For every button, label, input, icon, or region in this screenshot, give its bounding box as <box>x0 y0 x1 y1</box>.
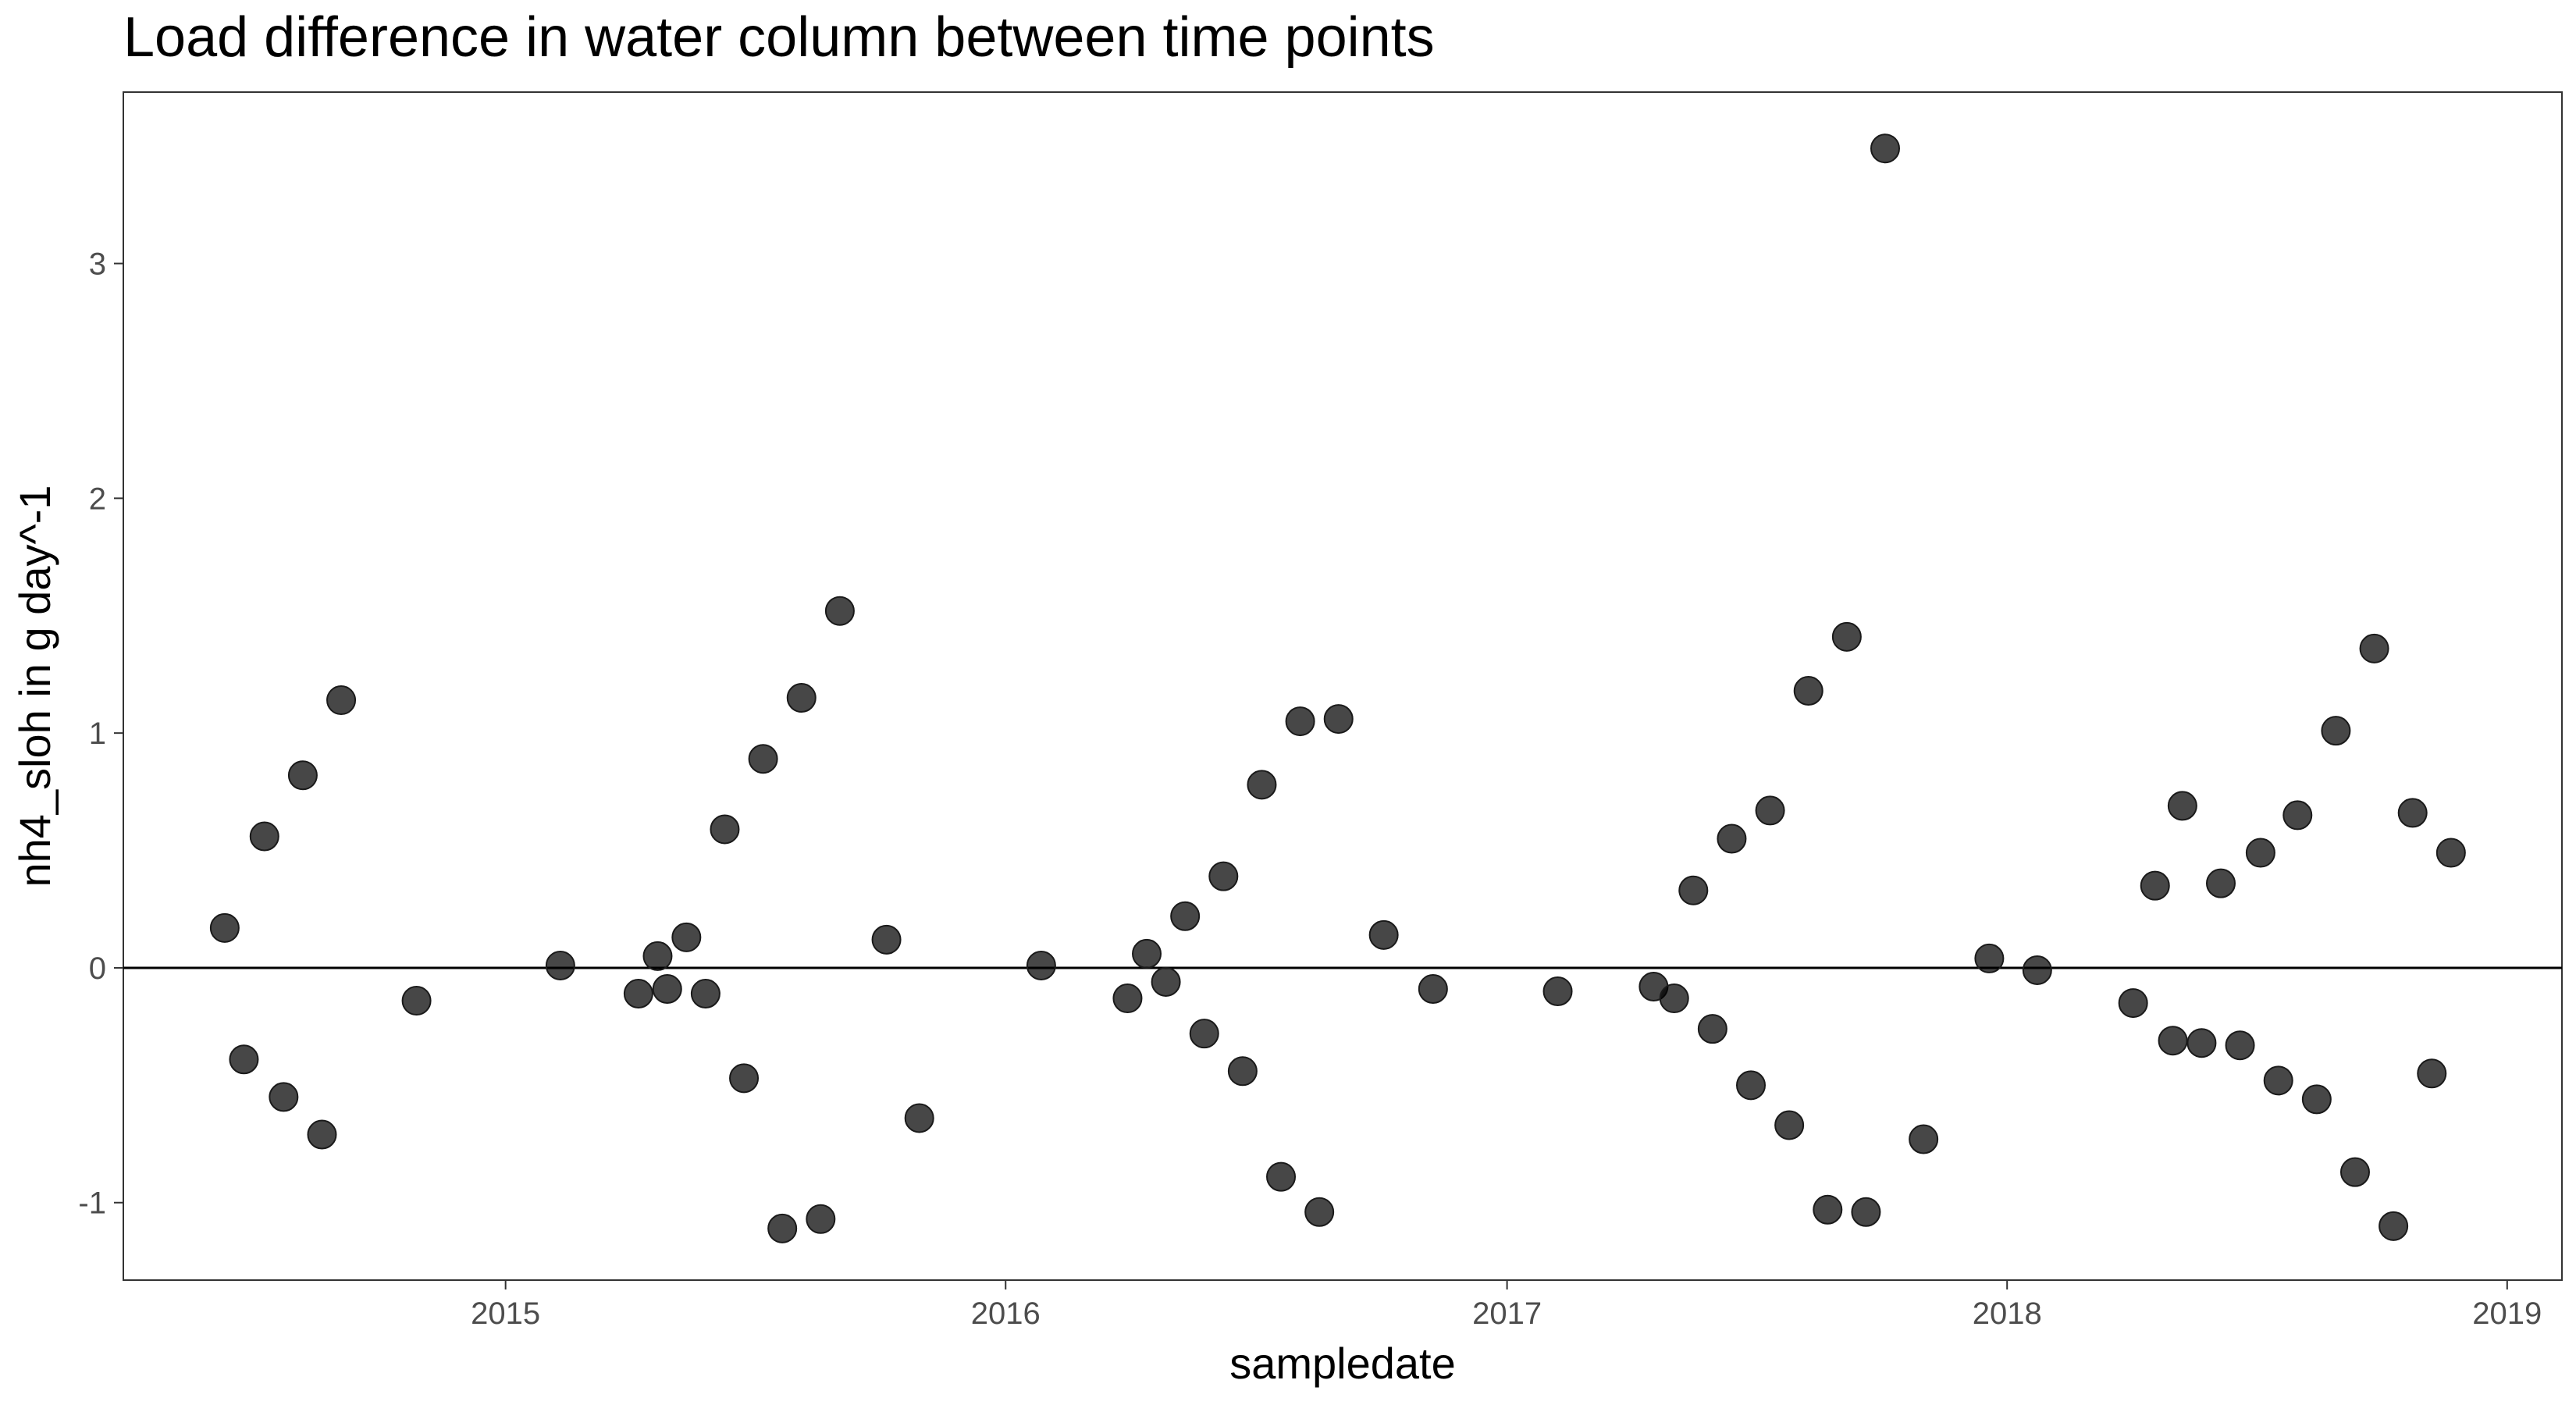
data-point <box>1266 1161 1297 1192</box>
data-point <box>2022 955 2052 985</box>
chart-title: Load difference in water column between … <box>123 6 1435 69</box>
data-point <box>1247 770 1277 800</box>
data-point <box>1755 795 1785 826</box>
x-axis: 2015 2016 2017 2018 2019 <box>471 1280 2542 1331</box>
y-tick-label: 0 <box>89 951 106 986</box>
data-point <box>1304 1197 1335 1227</box>
data-point <box>1151 966 1181 997</box>
x-tick-label: 2015 <box>471 1297 540 1331</box>
data-point <box>1418 974 1448 1005</box>
data-point <box>1974 943 2005 973</box>
data-point <box>1813 1194 1843 1225</box>
x-tick-label: 2018 <box>1973 1297 2042 1331</box>
data-point <box>2205 868 2236 898</box>
data-point <box>1227 1056 1258 1087</box>
data-point <box>2167 791 2197 821</box>
data-point <box>2321 716 2351 746</box>
data-point <box>2301 1084 2332 1115</box>
data-point <box>710 814 740 845</box>
y-tick-label: 1 <box>89 717 106 751</box>
data-point <box>307 1119 337 1150</box>
data-point <box>1831 621 1862 652</box>
data-point <box>269 1082 299 1112</box>
data-point <box>1026 950 1056 980</box>
data-points <box>209 133 2466 1243</box>
data-point <box>1112 984 1143 1014</box>
data-point <box>2186 1028 2217 1058</box>
data-point <box>1909 1124 1939 1154</box>
data-point <box>209 912 240 943</box>
y-tick-label: -1 <box>78 1186 106 1221</box>
x-axis-label: sampledate <box>1229 1339 1456 1388</box>
data-point <box>287 760 318 791</box>
data-point <box>1323 704 1354 735</box>
data-point <box>671 922 702 952</box>
data-point <box>2282 800 2313 831</box>
data-point <box>1870 133 1901 164</box>
data-point <box>2397 798 2428 828</box>
data-point <box>1368 919 1399 950</box>
data-point <box>2339 1157 2370 1187</box>
data-point <box>904 1103 934 1133</box>
data-point <box>1851 1197 1881 1227</box>
data-point <box>642 941 673 971</box>
data-point <box>229 1044 259 1075</box>
y-tick-label: 2 <box>89 482 106 516</box>
data-point <box>1132 938 1162 969</box>
data-point <box>1189 1019 1219 1049</box>
x-tick-label: 2019 <box>2472 1297 2542 1331</box>
data-point <box>767 1213 798 1243</box>
data-point <box>1285 706 1315 737</box>
y-axis: -1 0 1 2 3 <box>78 247 123 1221</box>
data-point <box>806 1204 836 1234</box>
data-point <box>401 986 432 1016</box>
data-point <box>2263 1065 2293 1096</box>
data-point <box>2379 1211 2409 1241</box>
data-point <box>786 683 817 713</box>
data-point <box>748 744 778 774</box>
data-point <box>2435 838 2466 868</box>
data-point <box>1697 1014 1727 1044</box>
data-point <box>2417 1058 2447 1089</box>
y-axis-label: nh4_sloh in g day^-1 <box>10 485 59 887</box>
data-point <box>2245 838 2275 868</box>
data-point <box>545 950 575 980</box>
plot-panel <box>123 91 2563 1281</box>
data-point <box>2118 988 2148 1019</box>
data-point <box>690 979 720 1009</box>
data-point <box>1659 984 1689 1014</box>
data-point <box>1717 823 1747 854</box>
data-point <box>2140 870 2170 901</box>
data-point <box>824 596 855 626</box>
data-point <box>652 974 682 1005</box>
data-point <box>1678 875 1709 905</box>
data-point <box>1208 861 1239 891</box>
x-tick-label: 2016 <box>971 1297 1041 1331</box>
data-point <box>871 924 902 955</box>
y-tick-label: 3 <box>89 247 106 282</box>
data-point <box>1170 901 1201 931</box>
data-point <box>729 1063 760 1094</box>
data-point <box>1793 676 1823 706</box>
data-point <box>2225 1030 2255 1061</box>
data-point <box>1774 1110 1805 1140</box>
data-point <box>249 821 279 852</box>
data-point <box>2359 633 2389 663</box>
data-point <box>1736 1070 1767 1101</box>
data-point <box>326 685 357 716</box>
data-point <box>1542 976 1573 1007</box>
data-point <box>623 979 653 1009</box>
x-tick-label: 2017 <box>1472 1297 1542 1331</box>
data-point <box>2158 1026 2188 1056</box>
